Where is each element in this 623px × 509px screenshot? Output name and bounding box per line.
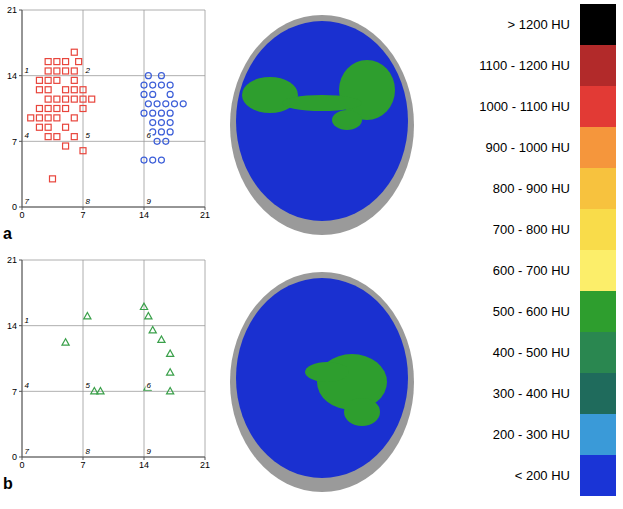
svg-text:7: 7 [12, 137, 17, 147]
svg-text:14: 14 [139, 210, 149, 220]
svg-text:1: 1 [25, 316, 29, 325]
svg-text:7: 7 [25, 197, 30, 206]
svg-text:0: 0 [19, 460, 24, 470]
svg-text:6: 6 [147, 131, 152, 140]
html-text:900 - 1000 HU: 900 - 1000 HU [485, 140, 570, 155]
svg-text:5: 5 [86, 131, 91, 140]
html-text:700 - 800 HU: 700 - 800 HU [492, 222, 570, 237]
svg-text:0: 0 [12, 452, 17, 462]
svg-text:14: 14 [139, 460, 149, 470]
svg-text:21: 21 [7, 5, 17, 15]
html-text:800 - 900 HU: 800 - 900 HU [492, 181, 570, 196]
html-text:a: a [3, 225, 12, 242]
svg-text:7: 7 [25, 447, 30, 456]
svg-text:5: 5 [86, 381, 91, 390]
svg-text:9: 9 [147, 197, 152, 206]
svg-text:21: 21 [200, 460, 210, 470]
html-text:< 200 HU: < 200 HU [514, 468, 570, 483]
svg-text:14: 14 [7, 71, 17, 81]
svg-text:8: 8 [86, 447, 91, 456]
svg-text:14: 14 [7, 321, 17, 331]
svg-text:2: 2 [85, 66, 91, 75]
svg-text:0: 0 [12, 202, 17, 212]
svg-text:6: 6 [147, 381, 152, 390]
svg-text:4: 4 [25, 131, 30, 140]
svg-text:7: 7 [80, 210, 85, 220]
html-text:1100 - 1200 HU: 1100 - 1200 HU [479, 58, 570, 73]
html-text:1000 - 1100 HU: 1000 - 1100 HU [479, 99, 570, 114]
html-text:400 - 500 HU: 400 - 500 HU [492, 345, 570, 360]
svg-text:7: 7 [80, 460, 85, 470]
svg-text:0: 0 [19, 210, 24, 220]
html-text:500 - 600 HU: 500 - 600 HU [492, 304, 570, 319]
svg-text:4: 4 [25, 381, 30, 390]
svg-text:7: 7 [12, 387, 17, 397]
svg-text:21: 21 [7, 255, 17, 265]
html-text:200 - 300 HU: 200 - 300 HU [492, 427, 570, 442]
svg-text:1: 1 [25, 66, 29, 75]
svg-text:8: 8 [86, 197, 91, 206]
svg-text:21: 21 [200, 210, 210, 220]
svg-text:9: 9 [147, 447, 152, 456]
html-text:b: b [3, 475, 13, 492]
html-text:> 1200 HU: > 1200 HU [507, 17, 570, 32]
html-text:300 - 400 HU: 300 - 400 HU [492, 386, 570, 401]
html-text:600 - 700 HU: 600 - 700 HU [492, 263, 570, 278]
